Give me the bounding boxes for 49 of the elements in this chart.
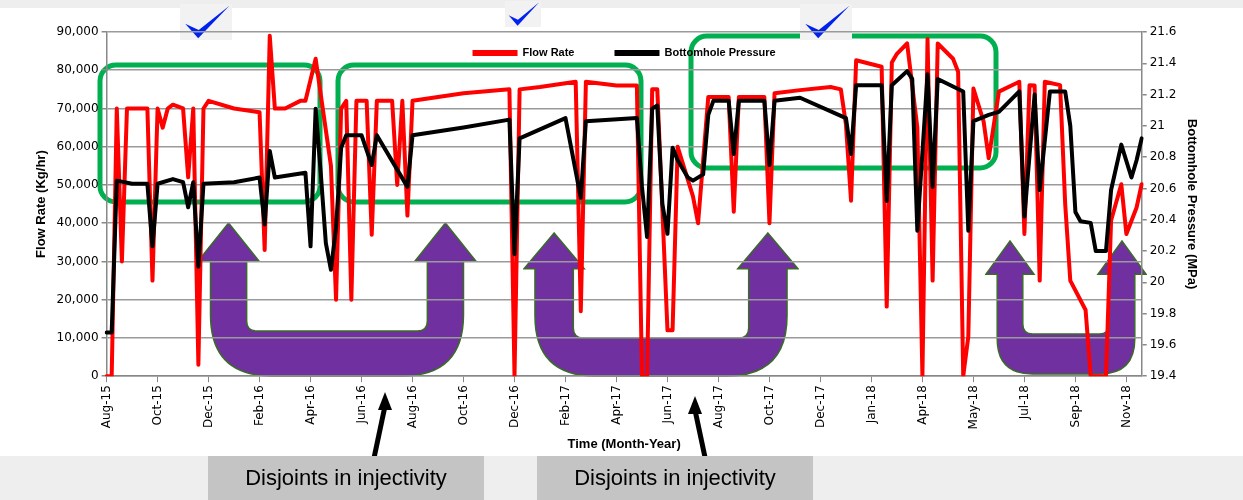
x-tick-label: Sep-18 — [1067, 385, 1082, 428]
x-tick-label: Apr-18 — [914, 385, 929, 425]
x-tick-label: Feb-16 — [251, 385, 266, 427]
y2-tick-label: 21 — [1149, 118, 1165, 132]
x-tick-label: Dec-16 — [506, 385, 521, 429]
y2-tick-label: 21.4 — [1149, 55, 1177, 70]
x-tick-label: May-18 — [965, 385, 980, 430]
x-tick-label: Jun-16 — [353, 385, 368, 425]
y-tick-label: 80,000 — [56, 62, 99, 77]
y-tick-label: 40,000 — [56, 215, 99, 230]
y-tick-label: 10,000 — [56, 330, 99, 345]
x-tick-label: Dec-15 — [200, 385, 215, 429]
y-tick-label: 50,000 — [56, 177, 99, 192]
y2-tick-label: 19.6 — [1149, 337, 1177, 352]
y2-tick-label: 20.2 — [1149, 243, 1177, 258]
text: Disjoints in injectivity — [208, 456, 484, 500]
y2-tick-label: 20.8 — [1149, 149, 1177, 164]
y-axis-title: Flow Rate (Kg/hr) — [33, 150, 49, 258]
y-tick-label: 30,000 — [56, 253, 99, 268]
y-tick-label: 90,000 — [56, 24, 99, 39]
y2-tick-label: 19.8 — [1149, 305, 1177, 320]
x-tick-label: Oct-15 — [149, 385, 164, 426]
x-tick-label: Aug-16 — [404, 385, 419, 429]
y2-axis-title: Bottomhole Pressure (MPa) — [1184, 118, 1200, 290]
y2-tick-label: 20 — [1149, 274, 1165, 289]
x-tick-label: Apr-16 — [302, 385, 317, 425]
x-tick-label: Apr-17 — [608, 385, 623, 425]
legend-label: Flow Rate — [522, 46, 575, 59]
x-tick-label: Feb-17 — [557, 385, 572, 427]
x-tick-label: Jul-18 — [1016, 385, 1031, 421]
y2-tick-label: 21.2 — [1149, 86, 1177, 101]
y-tick-label: 60,000 — [56, 138, 99, 153]
y2-tick-label: 20.6 — [1149, 180, 1177, 195]
y2-tick-label: 19.4 — [1149, 368, 1177, 383]
y-tick-label: 0 — [90, 368, 99, 383]
y-tick-label: 70,000 — [56, 100, 99, 115]
x-tick-label: Aug-17 — [710, 385, 725, 429]
x-tick-label: Jan-18 — [863, 385, 878, 425]
x-tick-label: Oct-16 — [455, 385, 470, 426]
y2-tick-label: 20.4 — [1149, 211, 1177, 226]
x-tick-label: Dec-17 — [812, 385, 827, 429]
x-tick-label: Aug-15 — [98, 385, 113, 429]
y2-tick-label: 21.6 — [1149, 24, 1177, 39]
y-tick-label: 20,000 — [56, 291, 99, 306]
x-axis-title: Time (Month-Year) — [567, 435, 681, 451]
x-tick-label: Nov-18 — [1118, 385, 1133, 428]
text: Disjoints in injectivity — [537, 456, 813, 500]
x-tick-label: Jun-17 — [659, 385, 674, 425]
x-tick-label: Oct-17 — [761, 385, 776, 426]
